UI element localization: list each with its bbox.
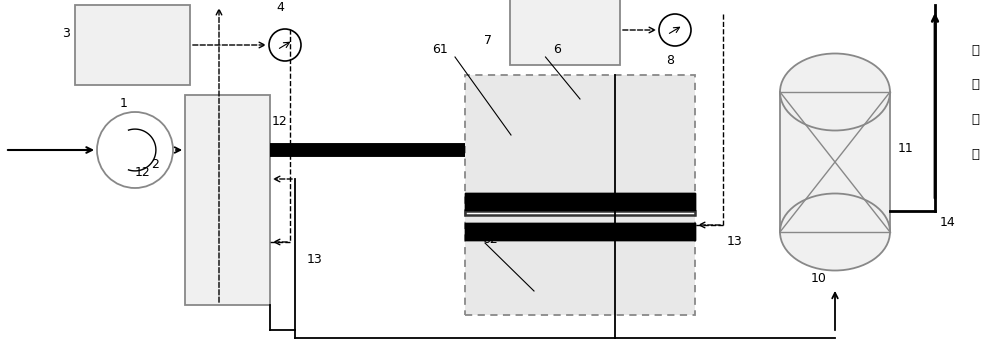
Text: 12: 12 xyxy=(272,115,288,128)
Text: 2: 2 xyxy=(151,158,159,171)
Bar xyxy=(465,211,695,215)
Text: 6: 6 xyxy=(553,43,561,56)
Text: 13: 13 xyxy=(307,253,323,266)
Text: 12: 12 xyxy=(135,166,150,179)
Bar xyxy=(75,5,190,85)
Text: 8: 8 xyxy=(666,54,674,67)
Text: 3: 3 xyxy=(62,27,70,40)
Text: 4: 4 xyxy=(276,1,284,14)
Text: 62: 62 xyxy=(482,233,498,246)
Text: 排: 排 xyxy=(971,113,979,126)
Bar xyxy=(465,75,695,315)
Bar xyxy=(510,0,620,65)
Text: 61: 61 xyxy=(432,43,448,56)
Text: 10: 10 xyxy=(811,273,826,285)
Ellipse shape xyxy=(780,194,890,270)
Text: 放: 放 xyxy=(971,148,979,162)
Text: 11: 11 xyxy=(898,142,914,155)
Text: 1: 1 xyxy=(120,97,128,110)
Text: 达: 达 xyxy=(971,44,979,57)
Text: 7: 7 xyxy=(484,34,492,47)
Text: 13: 13 xyxy=(727,235,743,248)
Text: 14: 14 xyxy=(940,216,956,229)
Text: 标: 标 xyxy=(971,78,979,91)
Bar xyxy=(780,92,890,232)
Ellipse shape xyxy=(780,54,890,130)
Bar xyxy=(185,95,270,305)
